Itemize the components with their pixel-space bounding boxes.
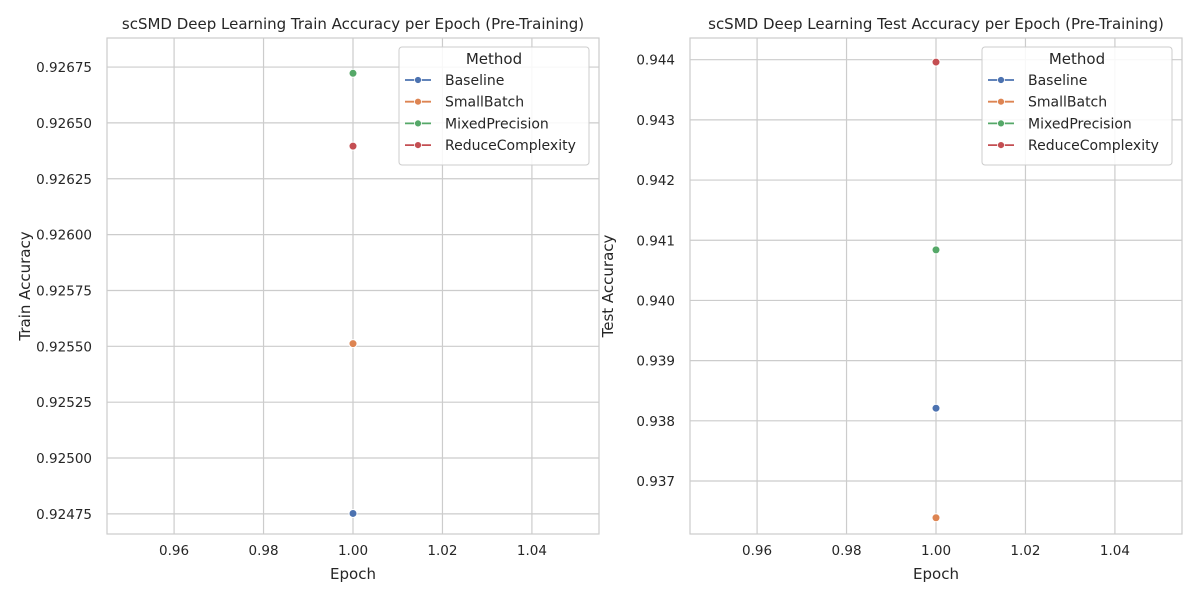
y-tick-label: 0.92625 xyxy=(36,172,92,188)
y-tick-label: 0.941 xyxy=(636,233,675,249)
y-axis-label: Test Accuracy xyxy=(599,234,617,338)
x-tick-label: 0.98 xyxy=(832,543,862,559)
x-tick-label: 1.04 xyxy=(1100,543,1130,559)
legend-marker-icon xyxy=(997,97,1005,106)
legend-marker-icon xyxy=(414,97,422,106)
legend-item-label: SmallBatch xyxy=(445,95,524,111)
y-tick-label: 0.92575 xyxy=(36,283,92,299)
y-tick-label: 0.92500 xyxy=(36,451,92,467)
y-axis-label: Train Accuracy xyxy=(16,231,34,341)
chart-title: scSMD Deep Learning Test Accuracy per Ep… xyxy=(708,15,1164,33)
data-point-baseline xyxy=(348,508,358,518)
legend-marker-icon xyxy=(414,119,422,128)
legend-marker-icon xyxy=(997,119,1005,128)
y-tick-label: 0.938 xyxy=(636,414,675,430)
data-point-baseline xyxy=(931,403,941,413)
y-tick-label: 0.92650 xyxy=(36,116,92,132)
legend-item-label: MixedPrecision xyxy=(1028,116,1132,132)
x-tick-label: 1.02 xyxy=(427,543,457,559)
legend-marker-icon xyxy=(414,141,422,150)
legend-item-label: SmallBatch xyxy=(1028,95,1107,111)
x-axis-label: Epoch xyxy=(913,565,959,583)
y-tick-label: 0.92550 xyxy=(36,339,92,355)
x-tick-label: 1.00 xyxy=(921,543,951,559)
x-tick-label: 0.96 xyxy=(742,543,772,559)
legend-item-label: Baseline xyxy=(1028,73,1087,89)
legend-title: Method xyxy=(1049,50,1105,68)
y-tick-label: 0.942 xyxy=(636,173,675,189)
data-point-mixedprecision xyxy=(931,245,941,255)
legend-marker-icon xyxy=(997,76,1005,84)
y-tick-label: 0.940 xyxy=(636,293,675,309)
legend-title: Method xyxy=(466,50,522,68)
legend-box xyxy=(981,46,1173,166)
legend-item-label: ReduceComplexity xyxy=(445,138,576,154)
y-tick-label: 0.939 xyxy=(636,354,675,370)
chart-panel-0: 0.96 0.98 1.00 1.02 1.04 0.92475 0.92500 0.9252… xyxy=(16,15,600,583)
x-tick-label: 1.00 xyxy=(338,543,368,559)
legend-item-label: MixedPrecision xyxy=(445,116,549,132)
y-tick-label: 0.937 xyxy=(636,474,675,490)
y-tick-label: 0.944 xyxy=(636,53,675,69)
legend-item-label: Baseline xyxy=(445,73,504,89)
y-tick-label: 0.92600 xyxy=(36,228,92,244)
data-point-reducecomplexity xyxy=(348,141,358,151)
x-axis-label: Epoch xyxy=(330,565,376,583)
data-point-smallbatch xyxy=(348,339,358,349)
legend-marker-icon xyxy=(997,141,1005,150)
chart-title: scSMD Deep Learning Train Accuracy per E… xyxy=(122,15,584,33)
data-point-mixedprecision xyxy=(348,68,358,78)
chart-panel-1: 0.96 0.98 1.00 1.02 1.04 0.937 0.938 0.939 0.940… xyxy=(599,15,1183,583)
legend-item-label: ReduceComplexity xyxy=(1028,138,1159,154)
y-tick-label: 0.92675 xyxy=(36,60,92,76)
legend-marker-icon xyxy=(414,76,422,84)
legend-box xyxy=(398,46,590,166)
data-point-smallbatch xyxy=(931,513,941,523)
data-point-reducecomplexity xyxy=(931,57,941,67)
legend: Method Baseline SmallBatch MixedPrecision Re… xyxy=(981,46,1173,166)
x-tick-label: 0.96 xyxy=(159,543,189,559)
x-tick-label: 0.98 xyxy=(249,543,279,559)
y-tick-label: 0.92475 xyxy=(36,507,92,523)
x-tick-label: 1.02 xyxy=(1010,543,1040,559)
y-tick-label: 0.92525 xyxy=(36,395,92,411)
legend: Method Baseline SmallBatch MixedPrecision Re… xyxy=(398,46,590,166)
y-tick-label: 0.943 xyxy=(636,113,675,129)
x-tick-label: 1.04 xyxy=(517,543,547,559)
